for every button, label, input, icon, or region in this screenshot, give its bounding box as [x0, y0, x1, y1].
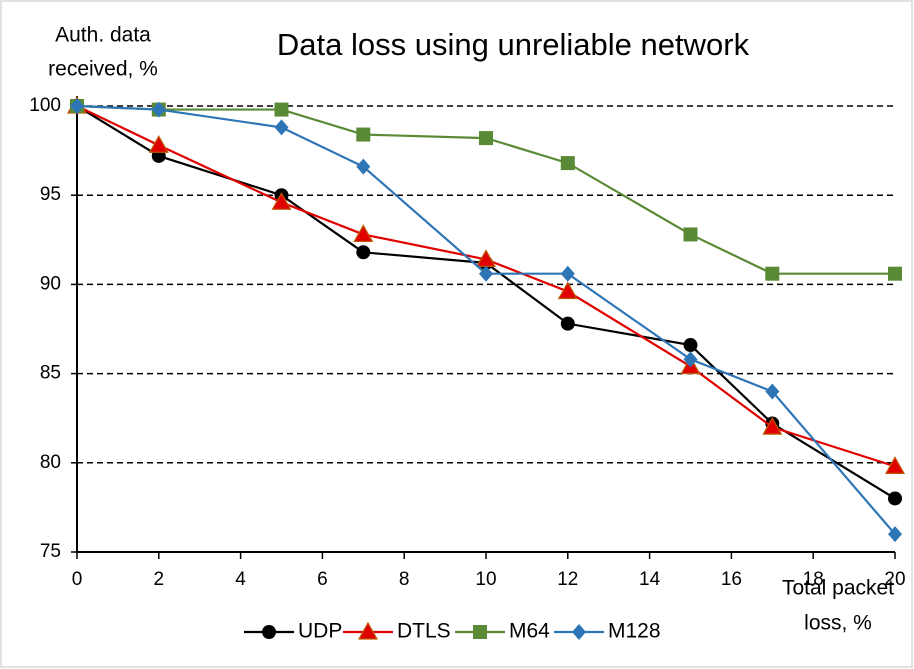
legend-marker — [262, 625, 276, 639]
data-point — [765, 383, 780, 400]
data-point — [765, 266, 780, 281]
x-tick-label: 6 — [317, 569, 328, 590]
legend-marker — [473, 625, 487, 639]
x-tick-label: 4 — [235, 569, 246, 590]
data-point — [560, 156, 575, 171]
y-tick-label: 100 — [29, 95, 61, 116]
x-axis-label: Total packet — [782, 577, 894, 600]
legend-marker — [357, 621, 379, 640]
x-axis-label: loss, % — [804, 612, 872, 635]
data-point — [356, 127, 371, 142]
x-tick-label: 18 — [803, 569, 824, 590]
x-tick-label: 16 — [721, 569, 742, 590]
data-point — [356, 158, 371, 175]
data-point — [274, 119, 289, 136]
data-point — [888, 526, 902, 543]
data-point — [356, 245, 371, 260]
y-tick-label: 80 — [40, 452, 61, 473]
legend-label: M128 — [608, 620, 661, 643]
data-point — [888, 491, 902, 506]
y-tick-label: 95 — [40, 184, 61, 205]
data-point — [70, 98, 84, 114]
data-point — [557, 281, 578, 300]
data-point — [560, 316, 575, 331]
y-axis-label: Auth. data — [55, 24, 151, 47]
data-point — [683, 338, 698, 353]
data-point — [888, 266, 902, 281]
x-tick-label: 12 — [557, 569, 578, 590]
y-axis-label: received, % — [48, 58, 158, 81]
legend-label: UDP — [298, 620, 342, 643]
legend-label: DTLS — [397, 620, 451, 643]
data-point — [271, 192, 292, 210]
y-tick-label: 90 — [40, 273, 61, 294]
chart-title: Data loss using unreliable network — [277, 27, 750, 62]
y-tick-label: 75 — [40, 541, 61, 562]
x-tick-label: 2 — [154, 569, 165, 590]
data-point — [479, 131, 493, 146]
x-tick-label: 14 — [639, 569, 661, 590]
data-point — [353, 224, 374, 243]
data-point — [479, 265, 493, 282]
legend-marker — [572, 624, 586, 640]
x-tick-label: 20 — [884, 569, 905, 590]
x-tick-label: 0 — [72, 569, 83, 590]
data-point — [148, 135, 169, 153]
data-point — [762, 416, 783, 435]
legend-label: M64 — [509, 620, 550, 643]
data-point — [560, 265, 575, 282]
data-point — [683, 227, 698, 242]
data-point — [683, 351, 698, 368]
data-point — [151, 101, 166, 118]
y-tick-label: 85 — [40, 363, 61, 384]
x-tick-label: 8 — [399, 569, 410, 590]
data-point — [274, 102, 289, 117]
data-point — [884, 456, 906, 474]
x-tick-label: 10 — [475, 569, 496, 590]
